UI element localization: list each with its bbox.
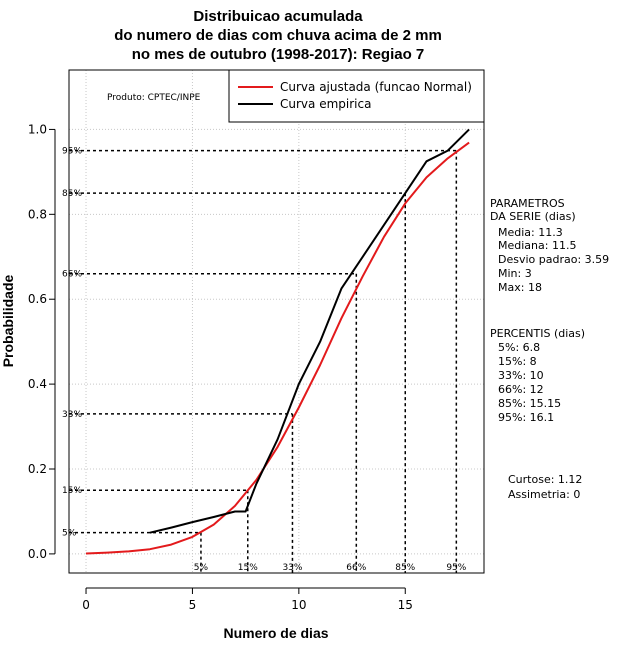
percentile-y-label: 85%	[62, 189, 82, 199]
y-tick-label: 1.0	[28, 122, 47, 136]
assimetria-text: Assimetria: 0	[508, 488, 580, 501]
parametros-panel: PARAMETROS DA SERIE (dias) Media: 11.3 M…	[490, 197, 609, 294]
percentis-panel: PERCENTIS (dias) 5%: 6.8 15%: 8 33%: 10 …	[490, 327, 585, 424]
percentile-y-label: 95%	[62, 147, 82, 157]
plot-frame	[68, 69, 485, 574]
percentile-x-label: 15%	[238, 563, 258, 573]
x-axis-title: Numero de dias	[223, 625, 328, 641]
legend-label-fitted: Curva ajustada (funcao Normal)	[280, 80, 472, 94]
x-tick-label: 10	[291, 598, 306, 612]
y-tick-label: 0.8	[28, 207, 47, 221]
parametros-line: Min: 3	[498, 267, 532, 280]
legend-box	[228, 69, 485, 123]
empirical-curve	[149, 128, 470, 534]
chart-title-line-1: Distribuicao acumulada	[193, 8, 363, 25]
percentis-line: PERCENTIS (dias)	[490, 327, 585, 340]
parametros-line: Max: 18	[498, 281, 542, 294]
x-tick-label: 5	[189, 598, 197, 612]
percentile-y-label: 33%	[62, 410, 82, 420]
percentile-x-label: 95%	[446, 563, 466, 573]
y-tick-label: 0.0	[28, 547, 47, 561]
percentile-y-label: 15%	[62, 486, 82, 496]
percentis-line: 95%: 16.1	[498, 411, 554, 424]
credit-text: Produto: CPTEC/INPE	[107, 93, 201, 103]
y-tick-label: 0.2	[28, 462, 47, 476]
parametros-line: DA SERIE (dias)	[490, 210, 576, 223]
legend: Curva ajustada (funcao Normal) Curva emp…	[228, 69, 485, 123]
fitted-normal-curve	[85, 141, 470, 555]
y-axis-title: Probabilidade	[0, 275, 16, 368]
percentis-line: 33%: 10	[498, 369, 544, 382]
percentis-line: 15%: 8	[498, 355, 537, 368]
percentile-x-label: 33%	[282, 563, 302, 573]
percentile-x-label: 5%	[194, 563, 209, 573]
series	[85, 128, 470, 555]
x-tick-label: 0	[82, 598, 90, 612]
percentis-line: 66%: 12	[498, 383, 544, 396]
percentis-line: 85%: 15.15	[498, 397, 561, 410]
percentile-y-label: 66%	[62, 270, 82, 280]
chart-title-line-2: do numero de dias com chuva acima de 2 m…	[114, 27, 442, 44]
parametros-line: Mediana: 11.5	[498, 239, 576, 252]
x-tick-label: 15	[398, 598, 413, 612]
percentile-guides: 5%5%15%15%33%33%66%66%85%85%95%95%	[62, 147, 467, 573]
axes: 0 5 10 15 0.0 0.2 0.4 0.6 0.8 1.0	[28, 122, 413, 612]
legend-label-empirical: Curva empirica	[280, 97, 371, 111]
grid	[69, 70, 484, 573]
parametros-line: Desvio padrao: 3.59	[498, 253, 609, 266]
curtose-text: Curtose: 1.12	[508, 473, 582, 486]
parametros-line: PARAMETROS	[490, 197, 565, 210]
percentile-x-label: 66%	[346, 563, 366, 573]
y-tick-label: 0.4	[28, 377, 47, 391]
chart-title-line-3: no mes de outubro (1998-2017): Regiao 7	[132, 46, 425, 63]
parametros-line: Media: 11.3	[498, 226, 563, 239]
percentile-x-label: 85%	[395, 563, 415, 573]
y-tick-label: 0.6	[28, 292, 47, 306]
percentis-line: 5%: 6.8	[498, 341, 540, 354]
